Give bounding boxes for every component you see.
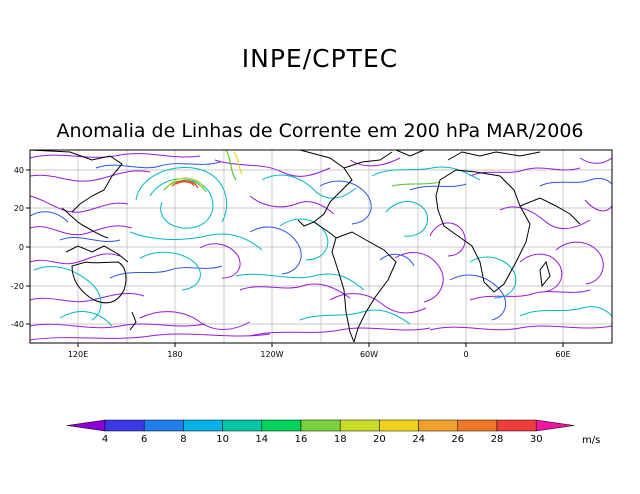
colorbar-unit: m/s bbox=[582, 435, 600, 446]
colorbar-label: 10 bbox=[216, 434, 229, 445]
lon-label-60w: 60W bbox=[360, 350, 378, 359]
page-title: INPE/CPTEC bbox=[241, 44, 399, 73]
colorbar-label: 18 bbox=[334, 434, 347, 445]
colorbar-label: 4 bbox=[102, 434, 108, 445]
lon-label-60e: 60E bbox=[555, 350, 570, 359]
colorbar-label: 28 bbox=[491, 434, 504, 445]
colorbar-segment bbox=[300, 419, 341, 432]
lat-ticks bbox=[26, 169, 30, 325]
colorbar-segment bbox=[183, 419, 223, 432]
lon-label-180: 180 bbox=[167, 350, 182, 359]
streamlines-max bbox=[171, 180, 199, 189]
colorbar-label: 16 bbox=[295, 434, 308, 445]
coastlines bbox=[30, 150, 581, 343]
lat-label-40: 40 bbox=[14, 166, 24, 175]
lon-ticks bbox=[77, 343, 564, 347]
colorbar-arrow-right bbox=[535, 419, 575, 432]
lat-label-20: 20 bbox=[14, 204, 24, 213]
lon-label-0: 0 bbox=[463, 350, 468, 359]
lon-label-120w: 120W bbox=[260, 350, 283, 359]
colorbar-segment bbox=[339, 419, 380, 432]
colorbar-segment bbox=[222, 419, 263, 432]
colorbar-label: 30 bbox=[530, 434, 543, 445]
colorbar-label: 6 bbox=[141, 434, 147, 445]
colorbar-segment bbox=[496, 419, 537, 432]
colorbar-segment bbox=[418, 419, 459, 432]
lat-label-minus20: -20 bbox=[11, 282, 24, 291]
map-subtitle: Anomalia de Linhas de Corrente em 200 hP… bbox=[56, 120, 584, 142]
colorbar-label: 8 bbox=[180, 434, 186, 445]
lat-label-minus40: -40 bbox=[11, 320, 24, 329]
colorbar-label: 20 bbox=[373, 434, 386, 445]
colorbar-label: 14 bbox=[255, 434, 268, 445]
lon-label-120e: 120E bbox=[68, 350, 88, 359]
colorbar-label: 26 bbox=[451, 434, 464, 445]
colorbar-segment bbox=[457, 419, 498, 432]
colorbar-segment bbox=[143, 419, 184, 432]
streamlines-moderate bbox=[33, 166, 612, 327]
colorbar-label: 24 bbox=[412, 434, 425, 445]
streamlines-weak bbox=[30, 153, 612, 341]
streamlines-blue bbox=[30, 161, 612, 321]
lat-label-0: 0 bbox=[19, 243, 24, 252]
streamlines-yellow bbox=[167, 151, 243, 189]
colorbar-segment bbox=[104, 419, 145, 432]
colorbar: 4 6 8 10 14 16 18 20 24 26 28 30 bbox=[66, 419, 575, 445]
colorbar-segment bbox=[379, 419, 419, 432]
colorbar-segment bbox=[261, 419, 302, 432]
colorbar-arrow-left bbox=[66, 419, 106, 432]
